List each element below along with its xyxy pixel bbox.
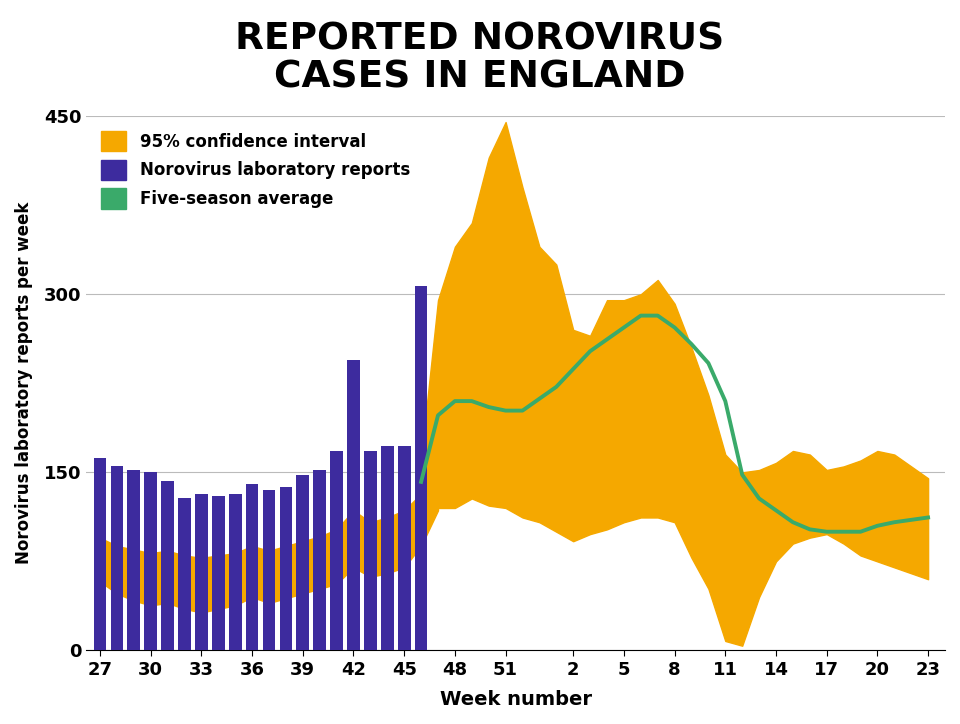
Bar	[161, 481, 174, 650]
Bar	[297, 475, 309, 650]
Bar	[195, 494, 207, 650]
Bar	[228, 494, 242, 650]
X-axis label: Week number: Week number	[440, 690, 591, 709]
Bar	[330, 451, 343, 650]
Text: REPORTED NOROVIRUS
CASES IN ENGLAND: REPORTED NOROVIRUS CASES IN ENGLAND	[235, 22, 725, 95]
Bar	[246, 484, 258, 650]
Bar	[179, 499, 191, 650]
Legend: 95% confidence interval, Norovirus laboratory reports, Five-season average: 95% confidence interval, Norovirus labor…	[95, 125, 417, 216]
Bar	[144, 472, 157, 650]
Bar	[212, 496, 225, 650]
Bar	[364, 451, 376, 650]
Bar	[94, 458, 107, 650]
Bar	[415, 286, 427, 650]
Y-axis label: Norovirus laboratory reports per week: Norovirus laboratory reports per week	[15, 202, 33, 565]
Bar	[348, 360, 360, 650]
Bar	[381, 446, 394, 650]
Bar	[110, 466, 123, 650]
Bar	[279, 487, 292, 650]
Bar	[397, 446, 411, 650]
Bar	[263, 490, 276, 650]
Bar	[313, 470, 326, 650]
Bar	[128, 470, 140, 650]
